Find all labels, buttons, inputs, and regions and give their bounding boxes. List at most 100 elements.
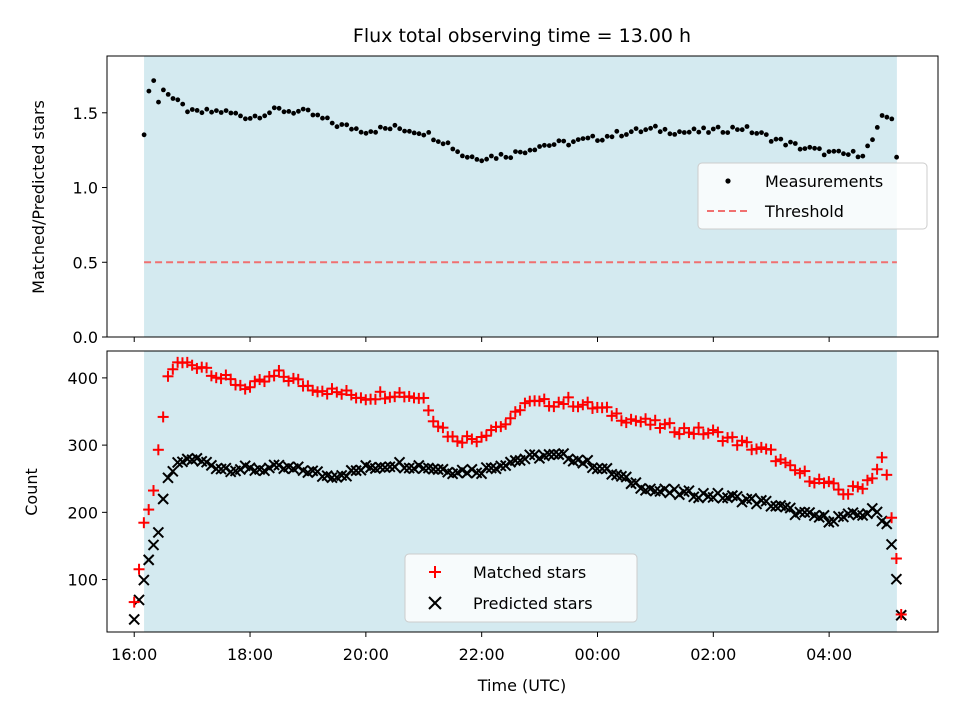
measurement-point — [821, 152, 827, 158]
measurement-point — [368, 129, 374, 135]
measurement-point — [894, 154, 899, 160]
measurement-point — [556, 138, 562, 144]
matched-star-marker — [249, 375, 261, 387]
matched-star-marker — [205, 370, 217, 382]
measurement-point — [826, 149, 832, 155]
predicted-star-marker — [548, 448, 560, 461]
top-legend-box — [697, 162, 928, 230]
matched-star-marker — [649, 414, 661, 426]
measurement-point — [817, 146, 822, 152]
matched-star-marker — [427, 415, 439, 427]
measurement-point — [382, 125, 388, 131]
measurement-point — [440, 141, 446, 147]
measurement-point — [426, 130, 432, 135]
measurement-point — [783, 142, 788, 148]
predicted-star-marker — [890, 573, 903, 585]
matched-star-marker — [138, 517, 150, 529]
measurement-point — [720, 130, 726, 135]
matched-star-marker — [726, 431, 738, 443]
matched-star-marker — [157, 411, 169, 423]
measurement-point — [464, 154, 470, 160]
measurement-point — [228, 110, 234, 116]
measurement-point — [300, 106, 306, 112]
measurement-point — [575, 137, 581, 143]
measurement-point — [672, 132, 678, 137]
measurement-point — [238, 113, 243, 119]
matched-star-marker — [611, 407, 623, 419]
x-tick-label: 02:00 — [690, 645, 736, 664]
top-x-ticks — [133, 337, 830, 342]
matched-star-marker — [558, 398, 570, 410]
measurement-point — [267, 110, 272, 116]
matched-star-marker — [519, 397, 531, 409]
measurement-point — [643, 127, 649, 133]
matched-star-marker — [659, 418, 671, 430]
measurement-point — [469, 154, 475, 160]
measurement-point — [778, 136, 784, 142]
measurement-point — [435, 139, 441, 145]
measurements-series — [141, 78, 899, 164]
measurement-point — [151, 78, 157, 83]
measurement-point — [845, 152, 851, 158]
matched-star-marker — [167, 363, 179, 375]
matched-star-marker — [244, 381, 256, 393]
predicted-star-marker — [210, 463, 222, 475]
measurement-point — [271, 105, 277, 111]
matched-star-marker — [418, 392, 430, 404]
top-y-axis-label: Matched/Predicted stars — [29, 100, 48, 294]
measurement-point — [609, 134, 615, 140]
matched-star-marker — [615, 415, 627, 427]
matched-star-marker — [374, 386, 386, 398]
measurement-point — [527, 147, 533, 153]
y-tick-label: 200 — [67, 503, 98, 522]
predicted-star-marker — [157, 493, 169, 505]
matched-star-marker — [143, 504, 155, 516]
matched-star-marker — [693, 422, 705, 434]
matched-star-marker — [770, 455, 782, 467]
matched-star-marker — [861, 474, 873, 486]
bottom-x-axis: 16:00 18:00 20:00 22:00 00:00 02:00 04:00 — [111, 632, 852, 664]
measurement-point — [416, 131, 422, 137]
y-tick-label: 400 — [67, 369, 98, 388]
measurement-point — [788, 139, 793, 145]
predicted-star-marker — [885, 538, 898, 551]
predicted-star-marker — [142, 554, 155, 566]
predicted-star-marker — [268, 459, 280, 471]
matched-star-marker — [890, 553, 902, 565]
legend-predicted-stars: Predicted stars — [473, 594, 593, 613]
matched-star-marker — [601, 401, 613, 413]
measurement-point — [889, 116, 895, 122]
measurement-point — [624, 132, 629, 137]
matched-star-marker — [355, 392, 367, 404]
predicted-star-marker — [596, 463, 608, 475]
measurement-point — [604, 133, 610, 139]
matched-star-marker — [818, 477, 830, 489]
predicted-star-marker — [384, 461, 396, 473]
matched-star-marker — [640, 413, 652, 425]
matched-star-marker — [823, 476, 835, 488]
measurement-point — [706, 130, 711, 135]
matched-star-marker — [268, 370, 280, 382]
matched-star-marker — [504, 412, 516, 424]
matched-star-marker — [668, 426, 680, 438]
measurement-point — [638, 129, 644, 135]
predicted-star-marker — [799, 506, 811, 518]
measurement-point — [614, 128, 620, 134]
predicted-star-marker — [147, 539, 160, 551]
measurement-point — [402, 128, 407, 134]
measurement-point — [392, 122, 398, 128]
legend-threshold: Threshold — [764, 202, 844, 221]
measurement-point — [754, 131, 760, 136]
matched-star-marker — [476, 431, 488, 443]
bottom-panel: 100 200 300 400 16:00 18:00 20:00 22:00 00:00 02… — [22, 350, 939, 695]
measurement-point — [513, 149, 518, 155]
measurement-point — [296, 108, 301, 114]
predicted-star-marker — [133, 594, 145, 606]
measurement-point — [233, 110, 239, 116]
measurement-point — [363, 130, 369, 136]
measurement-point — [180, 101, 186, 107]
predicted-star-marker — [524, 449, 536, 461]
measurement-point — [257, 115, 263, 121]
matched-star-marker — [784, 459, 796, 471]
